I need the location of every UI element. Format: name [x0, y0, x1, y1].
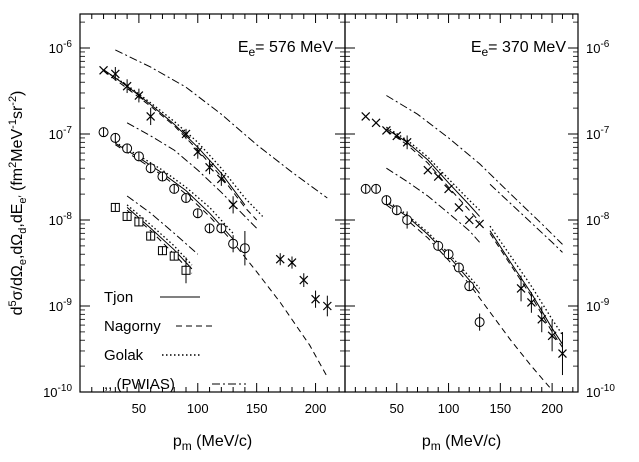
cross-marker: [516, 284, 526, 293]
x-tick-label: 100: [438, 401, 460, 416]
x-ticks: 50 100 150 200: [91, 14, 340, 416]
curve-solid: [126, 207, 193, 270]
x-tick-label: 150: [489, 401, 511, 416]
panel-energy-label: Ee= 576 MeV: [238, 39, 334, 59]
curve-dashed: [103, 70, 258, 221]
cross-marker: [228, 200, 238, 210]
cross-marker: [193, 147, 203, 157]
y-axis-label: d5σ/dΩe,dΩd,dEe′ (fm2MeV-1sr-2): [7, 91, 29, 316]
cross-marker: [361, 112, 371, 121]
legend-item: ,, (PWIAS): [104, 376, 246, 393]
legend-label: Nagorny: [104, 318, 161, 335]
curve-dotted: [489, 225, 564, 336]
cross-marker: [205, 162, 214, 172]
x-ticks: 50 100 150 200: [354, 14, 574, 416]
cross-marker: [402, 137, 412, 147]
y-tick-label: 10-9: [586, 297, 610, 314]
curve-dashed: [386, 129, 480, 223]
cross-marker: [558, 349, 567, 358]
curve-dashed: [386, 204, 553, 391]
x-tick-label: 200: [541, 401, 563, 416]
cross-marker: [433, 172, 443, 181]
cross-marker: [122, 81, 132, 91]
plot-frame: [344, 13, 579, 393]
curve-dashdot: [386, 167, 480, 243]
curve-dashdot: [489, 183, 563, 253]
cross-marker: [454, 203, 464, 212]
cross-marker: [146, 112, 156, 121]
curve-dashdot: [115, 49, 328, 199]
cross-marker: [371, 118, 381, 128]
cross-marker: [110, 69, 120, 79]
curve-solid: [386, 128, 480, 217]
curve-dotted: [386, 126, 481, 211]
panel-right: 50 100 150 200 pm (MeV/c) Ee= 370 MeV 10-10 10-…: [344, 13, 615, 453]
x-tick-label: 50: [390, 401, 404, 416]
y-tick-label: 10-6: [586, 39, 610, 56]
y-tick-label: 10-7: [586, 125, 610, 142]
y-ticks: [80, 21, 345, 393]
curve-dotted: [103, 69, 264, 217]
legend-item: Tjon: [104, 289, 200, 306]
series-square: [110, 202, 191, 284]
panel-energy-label: Ee= 370 MeV: [471, 39, 567, 59]
x-axis-label: pm (MeV/c): [173, 433, 252, 453]
cross-marker: [475, 219, 485, 229]
cross-marker: [287, 258, 297, 267]
curve-dashdot: [386, 95, 563, 245]
cross-marker: [547, 331, 557, 341]
y-tick-label: 10-8: [586, 211, 610, 228]
x-tick-label: 150: [246, 401, 268, 416]
cross-marker: [181, 129, 191, 139]
legend-item: Golak: [104, 347, 202, 364]
cross-marker: [423, 165, 433, 175]
cross-marker: [444, 184, 453, 194]
legend-label: ,, (PWIAS): [104, 376, 175, 393]
y-tick-label: 10-7: [49, 125, 73, 142]
legend-item: Nagorny: [104, 318, 214, 335]
cross-marker: [381, 126, 391, 135]
series-circle: [360, 183, 485, 331]
cross-marker: [526, 298, 536, 307]
y-tick-label: 10-6: [49, 39, 73, 56]
x-tick-label: 100: [187, 401, 209, 416]
series-circle: [98, 127, 250, 266]
series-cross: [99, 65, 332, 317]
y-tick-label: 10-10: [586, 383, 615, 400]
curve-dashdot: [126, 122, 258, 229]
y-tick-label: 10-10: [43, 383, 72, 400]
cross-marker: [311, 294, 320, 304]
cross-marker: [299, 275, 309, 285]
y-ticks: [345, 21, 578, 393]
cross-marker: [99, 65, 108, 75]
model-curves: [386, 95, 564, 391]
curve-dotted: [126, 204, 193, 266]
legend-label: Tjon: [104, 289, 133, 306]
curve-dotted: [114, 141, 234, 234]
y-tick-label: 10-9: [49, 297, 73, 314]
cross-marker: [216, 174, 226, 184]
cross-marker: [392, 131, 402, 141]
legend-label: Golak: [104, 347, 144, 364]
legend: Tjon Nagorny Golak ,, (PWIAS): [104, 289, 246, 393]
panel-left: 50 100 150 200 pm (MeV/c) Ee= 576 MeV 10-10 10-…: [43, 13, 346, 453]
curve-dotted: [386, 199, 481, 289]
curve-dashdot: [126, 195, 199, 255]
cross-marker: [464, 215, 474, 225]
y-tick-label: 10-8: [49, 211, 73, 228]
x-axis-label: pm (MeV/c): [422, 433, 501, 453]
cross-marker: [275, 254, 285, 264]
x-tick-label: 50: [132, 401, 146, 416]
cross-marker: [537, 314, 547, 324]
cross-marker: [134, 91, 144, 100]
series-cross: [361, 112, 567, 376]
x-tick-label: 200: [305, 401, 327, 416]
cross-marker: [322, 301, 332, 311]
